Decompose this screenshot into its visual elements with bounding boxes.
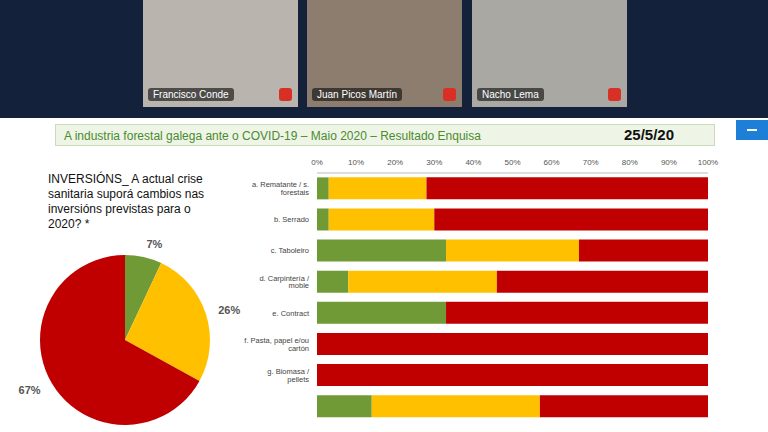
svg-text:a. Rematante / s.forestais: a. Rematante / s.forestais — [252, 180, 309, 197]
svg-text:100%: 100% — [698, 158, 718, 167]
svg-text:90%: 90% — [661, 158, 677, 167]
html-text:Juan Picos Martín: Juan Picos Martín — [317, 89, 397, 100]
svg-text:b. Serrado: b. Serrado — [274, 215, 309, 224]
svg-text:e. Contract: e. Contract — [272, 309, 310, 318]
html-text:Nacho Lema: Nacho Lema — [482, 89, 539, 100]
svg-text:50%: 50% — [504, 158, 520, 167]
svg-text:70%: 70% — [583, 158, 599, 167]
svg-text:80%: 80% — [622, 158, 638, 167]
svg-text:c. Taboleiro: c. Taboleiro — [271, 246, 309, 255]
svg-text:f. Pasta, papel e/oucartón: f. Pasta, papel e/oucartón — [244, 336, 309, 353]
svg-text:30%: 30% — [426, 158, 442, 167]
html-text:Francisco Conde: Francisco Conde — [153, 89, 229, 100]
svg-text:d. Carpintería /moble: d. Carpintería /moble — [259, 274, 310, 291]
html-text:25/5/20: 25/5/20 — [624, 126, 674, 143]
html-text:INVERSIÓNS_ A actual crise san: INVERSIÓNS_ A actual crise sanitaria sup… — [48, 172, 205, 231]
svg-text:67%: 67% — [19, 384, 41, 396]
svg-text:60%: 60% — [544, 158, 560, 167]
svg-text:20%: 20% — [387, 158, 403, 167]
svg-text:40%: 40% — [465, 158, 481, 167]
html-text:A industria forestal galega an: A industria forestal galega ante o COVID… — [64, 129, 481, 143]
svg-text:g. Biomasa /pellets: g. Biomasa /pellets — [267, 367, 310, 384]
svg-text:10%: 10% — [348, 158, 364, 167]
svg-text:7%: 7% — [146, 238, 162, 250]
svg-text:26%: 26% — [218, 304, 240, 316]
svg-text:0%: 0% — [311, 158, 323, 167]
